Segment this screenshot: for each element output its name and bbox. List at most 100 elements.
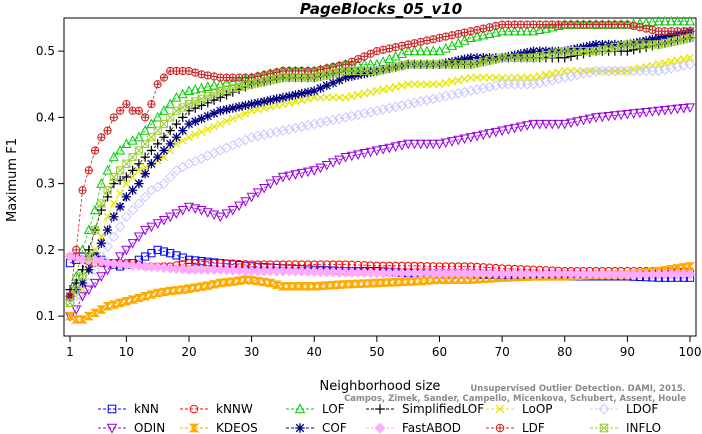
data-point — [234, 276, 245, 285]
data-point — [128, 153, 137, 162]
data-point — [379, 65, 388, 74]
data-point — [504, 53, 513, 62]
data-point — [371, 278, 382, 288]
data-point — [559, 72, 571, 83]
data-point — [158, 287, 169, 297]
data-point — [396, 48, 407, 58]
data-point — [548, 69, 557, 78]
data-point — [635, 40, 644, 49]
data-point — [365, 147, 376, 158]
data-point — [128, 165, 138, 175]
data-point — [265, 179, 276, 190]
data-point — [310, 73, 319, 82]
data-point — [66, 298, 74, 307]
data-point — [365, 106, 376, 118]
data-point — [429, 80, 438, 89]
data-point — [642, 40, 651, 49]
data-point — [115, 145, 126, 155]
data-point — [302, 167, 314, 178]
data-point — [153, 126, 162, 135]
data-point — [189, 404, 199, 414]
data-point — [215, 212, 226, 223]
watermark-line-2: Campos, Zimek, Sander, Campello, Micenko… — [344, 394, 686, 404]
data-point — [97, 199, 106, 208]
data-point — [216, 119, 225, 129]
data-point — [666, 105, 677, 115]
data-point — [221, 104, 232, 115]
data-point — [253, 78, 262, 88]
data-point — [127, 204, 138, 216]
data-point — [172, 251, 181, 260]
data-point — [360, 66, 369, 76]
data-point — [240, 100, 250, 111]
data-point — [565, 70, 577, 82]
data-point — [190, 116, 200, 126]
data-point — [188, 423, 200, 433]
data-point — [684, 15, 696, 26]
data-point — [165, 126, 175, 136]
data-point — [171, 209, 182, 219]
data-point — [102, 164, 113, 175]
data-point — [384, 102, 395, 114]
data-point — [496, 424, 504, 432]
data-point — [498, 53, 507, 62]
data-point — [310, 93, 319, 102]
data-point — [133, 232, 144, 243]
data-point — [277, 172, 288, 183]
data-point — [203, 111, 213, 121]
data-point — [478, 82, 489, 94]
data-point — [109, 212, 119, 222]
data-point — [354, 90, 363, 99]
data-point — [135, 107, 143, 115]
data-point — [277, 125, 289, 136]
data-point — [278, 100, 287, 109]
plot-frame — [63, 17, 697, 337]
data-point — [166, 113, 175, 122]
data-point — [159, 153, 168, 162]
data-point — [416, 80, 425, 89]
legend-label: COF — [322, 421, 347, 434]
data-point — [515, 25, 526, 36]
data-point — [152, 219, 163, 229]
data-point — [635, 37, 645, 47]
data-point — [141, 139, 150, 148]
data-point — [196, 82, 207, 93]
data-point — [72, 285, 81, 294]
data-point — [246, 276, 257, 285]
data-point — [466, 73, 475, 82]
data-point — [359, 149, 370, 159]
data-point — [141, 139, 150, 148]
series-ldof — [64, 59, 696, 309]
data-point — [115, 298, 126, 308]
data-point — [485, 56, 494, 65]
data-point — [529, 73, 538, 82]
data-point — [347, 71, 357, 81]
data-point — [103, 186, 112, 195]
data-point — [347, 66, 356, 76]
data-point — [684, 103, 696, 113]
data-point — [154, 80, 162, 88]
data-point — [359, 108, 370, 119]
data-point — [109, 199, 118, 208]
y-tick-label: 0.2 — [36, 243, 55, 257]
data-point — [402, 98, 414, 110]
data-point — [579, 47, 588, 56]
data-point — [128, 172, 137, 182]
data-point — [108, 231, 120, 242]
data-point — [234, 82, 244, 92]
data-point — [196, 114, 207, 124]
data-point — [598, 45, 607, 54]
data-point — [353, 279, 364, 288]
data-point — [591, 113, 602, 123]
data-point — [472, 131, 483, 142]
y-tick-label: 0.4 — [36, 110, 55, 124]
data-point — [484, 81, 495, 93]
data-point — [134, 166, 143, 175]
data-point — [453, 37, 464, 48]
data-point — [110, 113, 118, 121]
legend-label: LoOP — [522, 402, 553, 416]
data-point — [540, 23, 551, 33]
data-point — [603, 111, 614, 122]
data-point — [454, 60, 463, 69]
data-point — [409, 97, 420, 109]
